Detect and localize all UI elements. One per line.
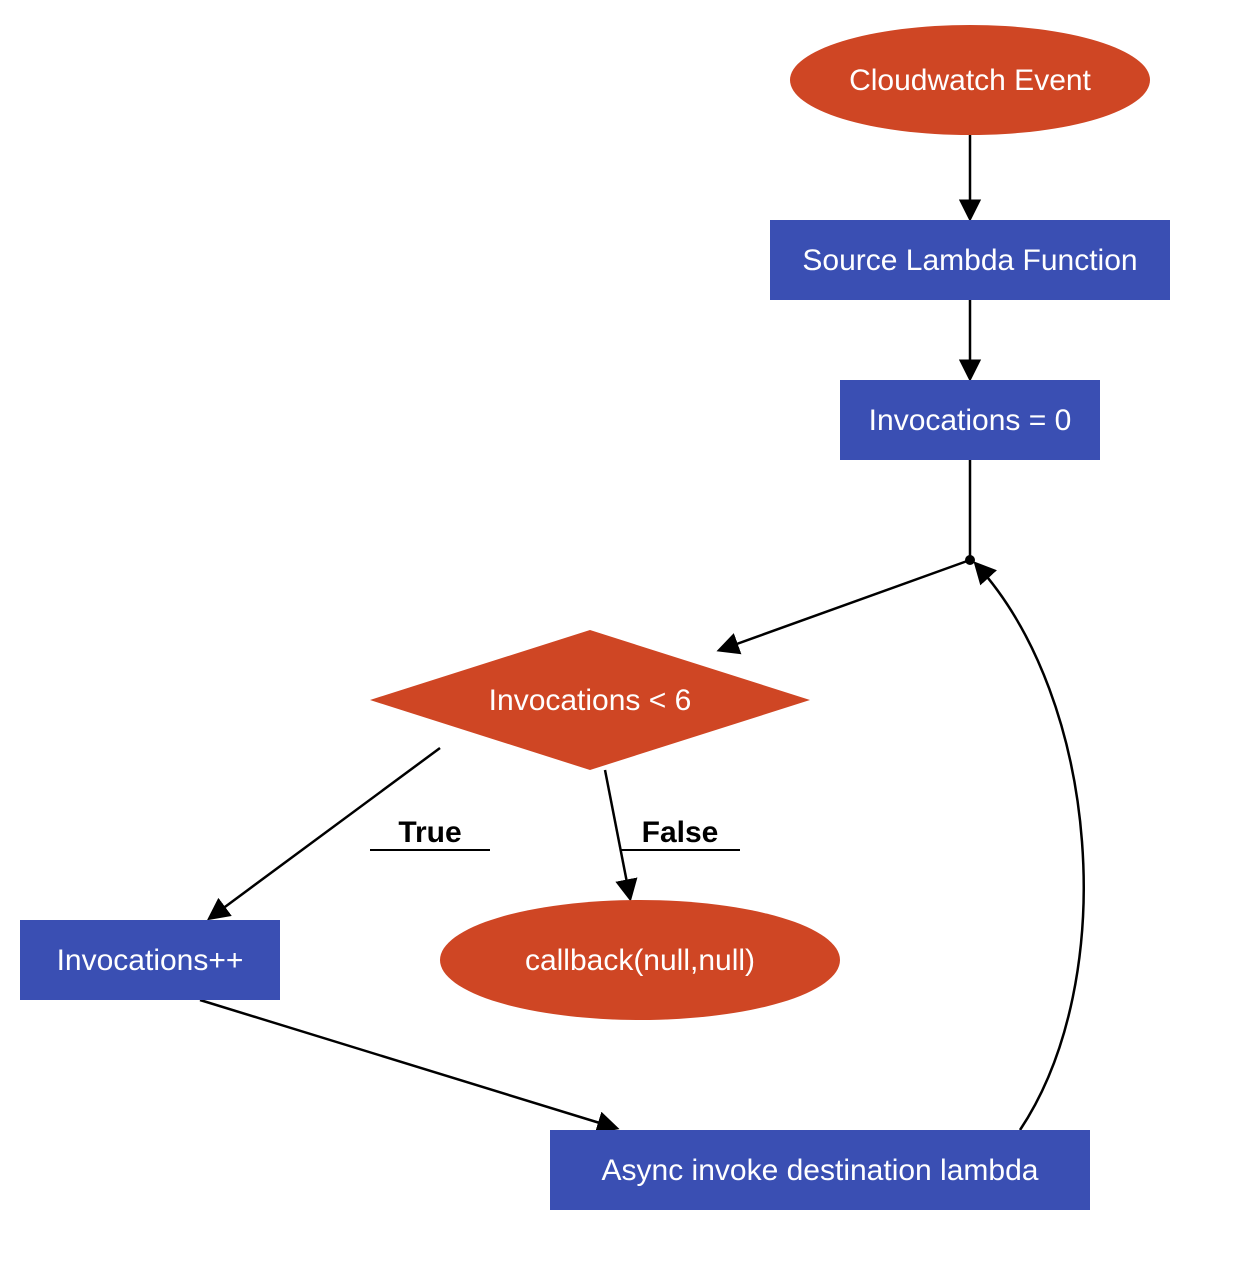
node-decision-label: Invocations < 6 <box>489 684 692 717</box>
node-source-lambda-label: Source Lambda Function <box>802 244 1137 277</box>
node-async-invoke: Async invoke destination lambda <box>550 1130 1090 1210</box>
node-invocations-inc-label: Invocations++ <box>57 944 244 977</box>
node-callback-label: callback(null,null) <box>525 944 755 977</box>
edge-junction-to-decision <box>720 560 970 650</box>
edge-inc-to-async <box>200 1000 616 1128</box>
flowchart-svg: Cloudwatch Event Source Lambda Function … <box>0 0 1254 1280</box>
node-decision: Invocations < 6 <box>370 630 810 770</box>
edge-decision-false-to-callback <box>605 770 630 898</box>
edge-label-false: False <box>642 816 719 849</box>
node-invocations-zero-label: Invocations = 0 <box>869 404 1072 437</box>
edge-async-to-junction <box>976 564 1084 1130</box>
node-callback: callback(null,null) <box>440 900 840 1020</box>
node-cloudwatch-event-label: Cloudwatch Event <box>849 64 1091 97</box>
node-source-lambda: Source Lambda Function <box>770 220 1170 300</box>
node-invocations-inc: Invocations++ <box>20 920 280 1000</box>
node-async-invoke-label: Async invoke destination lambda <box>602 1154 1039 1187</box>
nodes-group: Cloudwatch Event Source Lambda Function … <box>20 25 1170 1210</box>
edge-label-true: True <box>398 816 461 849</box>
node-cloudwatch-event: Cloudwatch Event <box>790 25 1150 135</box>
node-invocations-zero: Invocations = 0 <box>840 380 1100 460</box>
edge-labels-group: True False <box>370 816 740 850</box>
junction-dot <box>965 555 975 565</box>
